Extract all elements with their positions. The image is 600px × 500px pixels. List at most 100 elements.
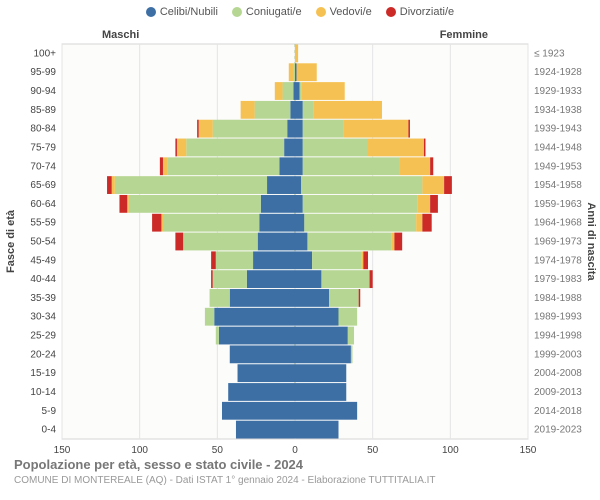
bar-m-divorziati bbox=[107, 176, 112, 194]
bar-m-divorziati bbox=[119, 195, 127, 213]
bar-f-divorziati bbox=[370, 270, 373, 288]
x-tick-label: 100 bbox=[442, 445, 459, 456]
bar-m-divorziati bbox=[211, 270, 213, 288]
bar-f-coniugati bbox=[301, 176, 422, 194]
age-label: 15-19 bbox=[30, 368, 56, 379]
bar-m-vedovi bbox=[289, 63, 294, 81]
bar-m-coniugati bbox=[216, 251, 253, 269]
age-label: 10-14 bbox=[30, 387, 56, 398]
bar-f-celibi bbox=[295, 383, 346, 401]
birth-year-label: 1929-1933 bbox=[534, 86, 582, 97]
bar-f-celibi bbox=[295, 251, 312, 269]
bar-f-vedovi bbox=[295, 45, 298, 63]
bar-m-vedovi bbox=[199, 120, 213, 138]
bar-f-divorziati bbox=[424, 139, 426, 157]
legend-swatch-divorziati bbox=[386, 7, 396, 17]
bar-f-celibi bbox=[295, 308, 338, 326]
bar-f-coniugati bbox=[348, 327, 354, 345]
chart-container: Celibi/NubiliConiugati/eVedovi/eDivorzia… bbox=[0, 0, 600, 500]
age-label: 50-54 bbox=[30, 237, 56, 248]
bar-m-celibi bbox=[287, 120, 295, 138]
bar-f-celibi bbox=[295, 120, 303, 138]
bar-f-celibi bbox=[295, 421, 338, 439]
bar-m-celibi bbox=[230, 289, 295, 307]
bar-m-divorziati bbox=[160, 157, 163, 175]
legend: Celibi/NubiliConiugati/eVedovi/eDivorzia… bbox=[0, 0, 600, 20]
birth-year-label: 2014-2018 bbox=[534, 406, 582, 417]
x-tick-label: 150 bbox=[520, 445, 537, 456]
bar-m-celibi bbox=[236, 421, 295, 439]
birth-year-label: 1964-1968 bbox=[534, 218, 582, 229]
legend-swatch-vedovi bbox=[316, 7, 326, 17]
bar-f-divorziati bbox=[444, 176, 452, 194]
age-label: 55-59 bbox=[30, 218, 56, 229]
bar-m-vedovi bbox=[112, 176, 115, 194]
bar-f-coniugati bbox=[300, 82, 302, 100]
legend-label-coniugati: Coniugati/e bbox=[246, 6, 302, 18]
bar-f-vedovi bbox=[362, 251, 364, 269]
age-label: 40-44 bbox=[30, 274, 56, 285]
birth-year-label: 1994-1998 bbox=[534, 331, 582, 342]
bar-m-celibi bbox=[258, 233, 295, 251]
birth-year-label: 1989-1993 bbox=[534, 312, 582, 323]
bar-m-coniugati bbox=[163, 214, 259, 232]
bar-f-celibi bbox=[295, 327, 348, 345]
bar-m-vedovi bbox=[161, 214, 163, 232]
age-label: 85-89 bbox=[30, 105, 56, 116]
bar-m-celibi bbox=[222, 402, 295, 420]
bar-m-coniugati bbox=[213, 120, 288, 138]
bar-f-vedovi bbox=[391, 233, 394, 251]
birth-year-label: 1934-1938 bbox=[534, 105, 582, 116]
bar-m-coniugati bbox=[216, 327, 219, 345]
header-left: Maschi bbox=[102, 29, 139, 41]
header-right: Femmine bbox=[440, 29, 488, 41]
x-tick-label: 100 bbox=[131, 445, 148, 456]
age-label: 30-34 bbox=[30, 312, 56, 323]
bar-f-celibi bbox=[295, 195, 303, 213]
birth-year-label: 1969-1973 bbox=[534, 237, 582, 248]
bar-f-coniugati bbox=[303, 195, 418, 213]
x-tick-label: 50 bbox=[367, 445, 379, 456]
bar-m-celibi bbox=[290, 101, 295, 119]
birth-year-label: 2019-2023 bbox=[534, 425, 582, 436]
legend-label-celibi: Celibi/Nubili bbox=[160, 6, 218, 18]
bar-f-celibi bbox=[295, 139, 303, 157]
bar-f-celibi bbox=[295, 364, 346, 382]
bar-m-coniugati bbox=[255, 101, 291, 119]
birth-year-label: 1954-1958 bbox=[534, 180, 582, 191]
bar-f-coniugati bbox=[312, 251, 362, 269]
bar-f-divorziati bbox=[394, 233, 402, 251]
bar-m-celibi bbox=[238, 364, 295, 382]
y-title-right: Anni di nascita bbox=[585, 202, 597, 281]
bar-m-celibi bbox=[267, 176, 295, 194]
birth-year-label: 2004-2008 bbox=[534, 368, 582, 379]
age-label: 25-29 bbox=[30, 331, 56, 342]
bar-m-celibi bbox=[261, 195, 295, 213]
x-tick-label: 150 bbox=[54, 445, 71, 456]
bar-m-divorziati bbox=[175, 139, 177, 157]
bar-f-coniugati bbox=[303, 157, 399, 175]
bar-m-divorziati bbox=[211, 251, 216, 269]
bar-f-celibi bbox=[295, 233, 307, 251]
age-label: 75-79 bbox=[30, 142, 56, 153]
bar-f-celibi bbox=[295, 289, 329, 307]
bar-m-celibi bbox=[228, 383, 295, 401]
bar-f-coniugati bbox=[321, 270, 369, 288]
bar-f-celibi bbox=[295, 101, 303, 119]
chart-subtitle: COMUNE DI MONTEREALE (AQ) - Dati ISTAT 1… bbox=[14, 475, 436, 486]
bar-m-divorziati bbox=[152, 214, 161, 232]
bar-m-celibi bbox=[247, 270, 295, 288]
birth-year-label: 1974-1978 bbox=[534, 255, 582, 266]
bar-m-celibi bbox=[214, 308, 295, 326]
age-label: 35-39 bbox=[30, 293, 56, 304]
bar-m-celibi bbox=[230, 345, 295, 363]
bar-m-coniugati bbox=[168, 157, 280, 175]
bar-f-celibi bbox=[295, 270, 321, 288]
bar-f-celibi bbox=[295, 214, 304, 232]
bar-f-vedovi bbox=[416, 214, 422, 232]
bar-f-celibi bbox=[295, 176, 301, 194]
age-label: 45-49 bbox=[30, 255, 56, 266]
bar-m-coniugati bbox=[186, 139, 284, 157]
legend-item-divorziati: Divorziati/e bbox=[386, 6, 454, 18]
birth-year-label: 1984-1988 bbox=[534, 293, 582, 304]
